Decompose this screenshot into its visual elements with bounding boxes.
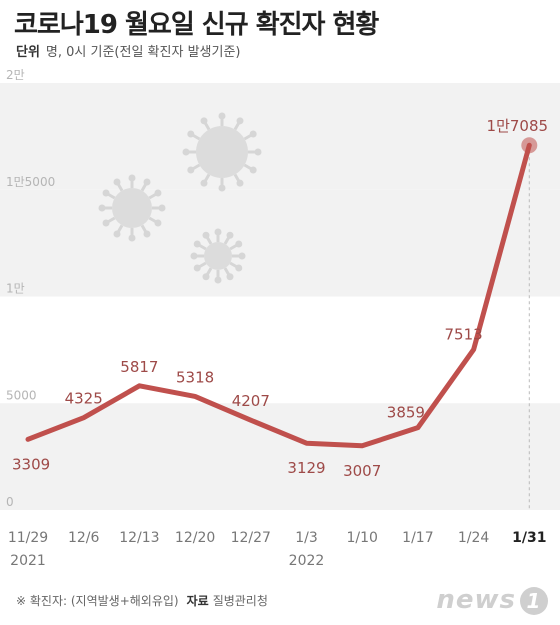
chart-title: 코로나19 월요일 신규 확진자 현황 xyxy=(14,10,379,40)
logo-text: news xyxy=(436,585,516,615)
x-tick-label: 12/20 xyxy=(175,530,215,546)
logo-mark: 1 xyxy=(520,587,548,615)
data-label: 4207 xyxy=(232,392,270,410)
data-label: 4325 xyxy=(65,390,103,408)
unit-label: 단위 xyxy=(16,45,40,60)
x-tick-label: 12/13 xyxy=(119,530,159,546)
footer-definition: ※ 확진자: (지역발생+해외유입) xyxy=(16,594,179,608)
x-tick-label: 11/29 xyxy=(8,530,48,546)
series-line-group xyxy=(25,142,532,449)
data-point-highlight xyxy=(521,137,538,154)
data-labels: 3309 4325 5817 5318 4207 3129 3007 3859 7513 1만70… xyxy=(12,117,548,480)
y-tick-label: 0 xyxy=(6,495,14,509)
x-year-label: 2021 xyxy=(10,553,46,569)
x-tick-label: 1/3 xyxy=(295,530,318,546)
source-label: 자료 xyxy=(186,594,209,608)
y-axis-labels: 0 5000 1만 1만5000 2만 xyxy=(6,68,55,509)
data-label: 3309 xyxy=(12,455,50,473)
x-tick-label: 12/6 xyxy=(68,530,100,546)
background-band xyxy=(0,189,560,297)
footer-note: ※ 확진자: (지역발생+해외유입) 자료 질병관리청 xyxy=(16,592,268,609)
data-label: 7513 xyxy=(445,326,483,344)
y-tick-label: 1만 xyxy=(6,282,25,296)
virus-decoration xyxy=(98,112,262,284)
data-label: 5817 xyxy=(120,358,158,376)
background-bands xyxy=(0,83,560,510)
y-tick-label: 1만5000 xyxy=(6,175,55,189)
virus-icon xyxy=(190,228,246,284)
virus-icon xyxy=(182,112,262,192)
unit-note: 단위 명, 0시 기준(전일 확진자 발생기준) xyxy=(16,41,240,60)
data-label: 1만7085 xyxy=(487,117,549,135)
virus-icon xyxy=(98,174,166,242)
data-points xyxy=(521,137,538,154)
x-tick-label: 1/31 xyxy=(512,530,546,546)
series-line xyxy=(25,142,532,449)
x-tick-label: 1/24 xyxy=(458,530,490,546)
x-axis-labels: 11/29 12/6 12/13 12/20 12/27 1/3 1/10 1/17 1/24 1… xyxy=(8,530,547,569)
data-label: 3129 xyxy=(287,459,325,477)
y-tick-label: 2만 xyxy=(6,68,25,82)
x-tick-label: 12/27 xyxy=(231,530,271,546)
x-tick-label: 1/17 xyxy=(402,530,433,546)
background-band xyxy=(0,83,560,190)
x-tick-label: 1/10 xyxy=(346,530,377,546)
data-label: 3007 xyxy=(343,462,381,480)
background-band xyxy=(0,403,560,510)
news1-logo: news 1 xyxy=(436,585,548,615)
y-tick-label: 5000 xyxy=(6,388,37,402)
source-name: 질병관리청 xyxy=(212,594,268,608)
data-label: 3859 xyxy=(387,404,425,422)
unit-text: 명, 0시 기준(전일 확진자 발생기준) xyxy=(45,45,241,60)
x-year-label: 2022 xyxy=(289,553,325,569)
data-label: 5318 xyxy=(176,368,214,386)
